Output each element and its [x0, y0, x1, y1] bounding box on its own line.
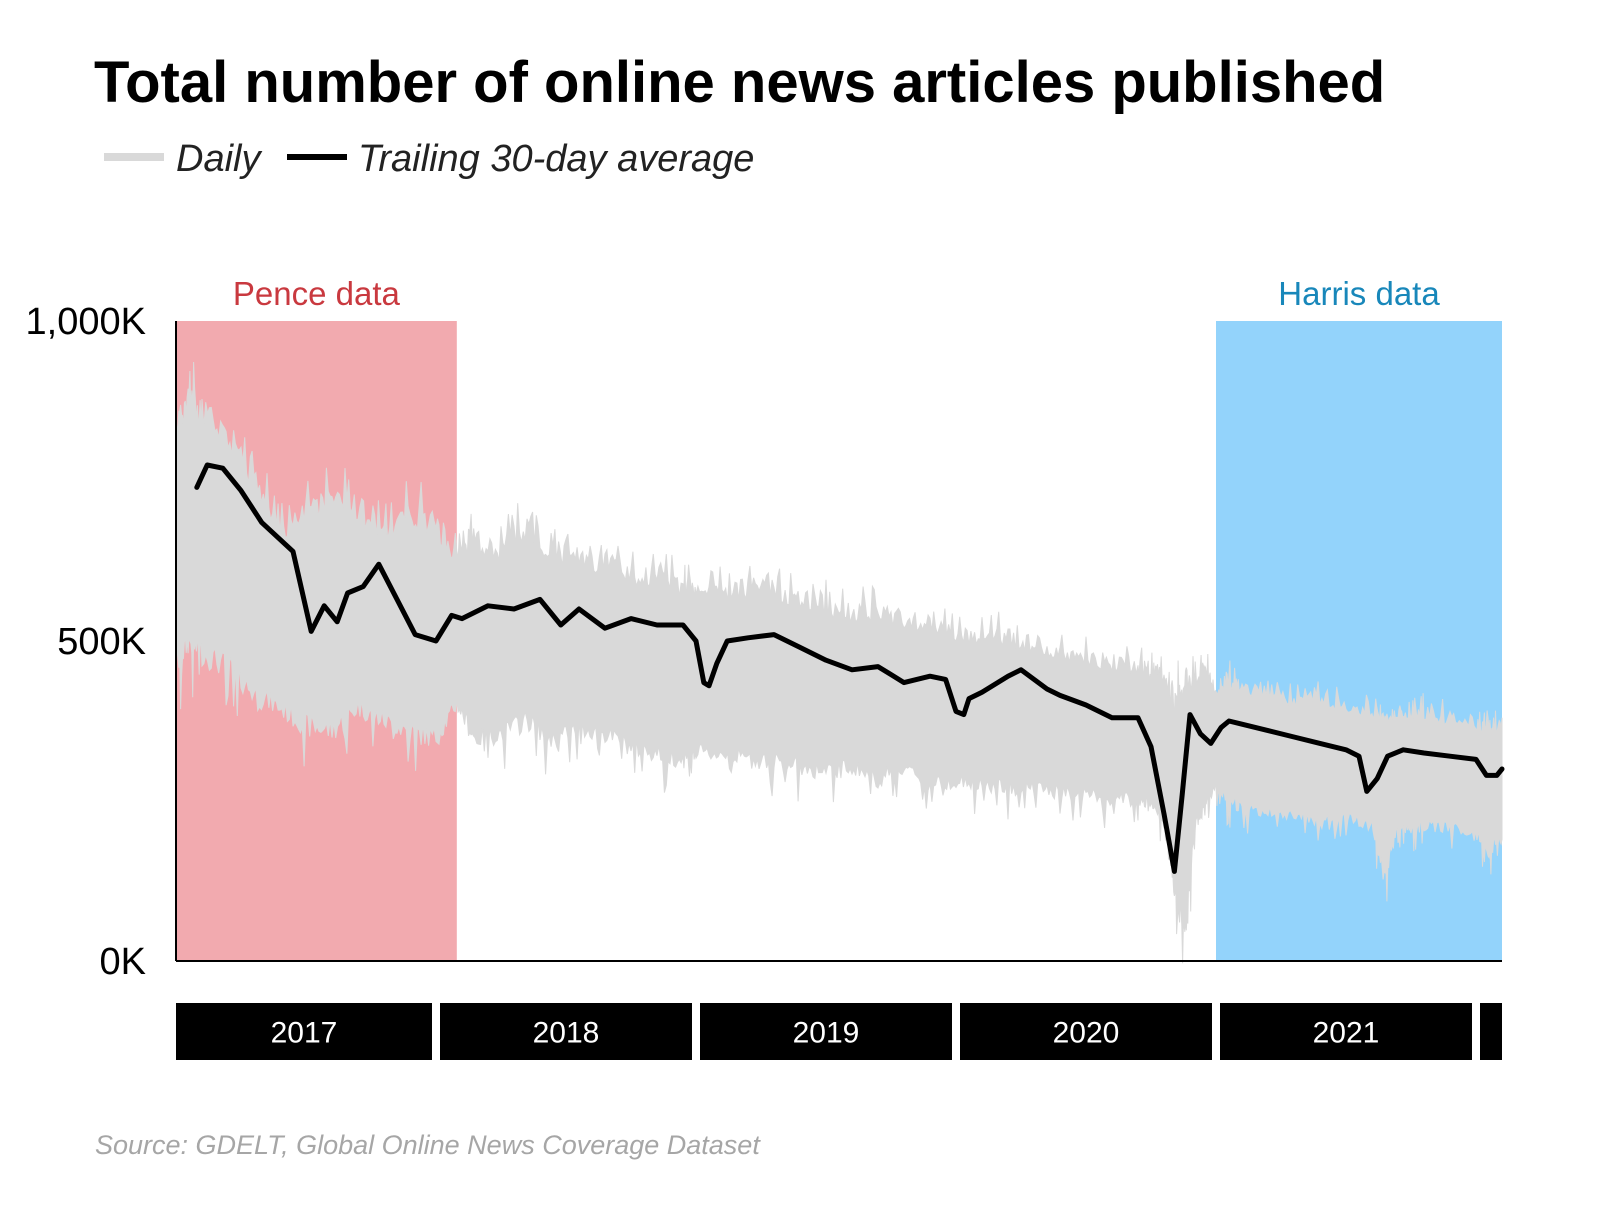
region-label-pence: Pence data	[233, 275, 401, 312]
legend-average-label: Trailing 30-day average	[358, 138, 754, 180]
axes	[175, 321, 1502, 962]
year-label: 2017	[271, 1017, 338, 1050]
y-axis-ticks: 0K 500K 1,000K	[26, 301, 146, 983]
y-tick-label: 0K	[100, 941, 146, 983]
average-line	[194, 462, 1505, 874]
year-block	[700, 1003, 952, 1060]
chart-title: Total number of online news articles pub…	[94, 50, 1385, 115]
year-label: 2019	[793, 1017, 860, 1050]
year-label: 2021	[1313, 1017, 1380, 1050]
x-axis-year-bar: 2017 2018 2019 2020 2021	[176, 1003, 1502, 1060]
year-block	[176, 1003, 432, 1060]
source-note: Source: GDELT, Global Online News Covera…	[95, 1130, 761, 1160]
legend-daily-label: Daily	[176, 138, 262, 180]
y-tick-label: 1,000K	[26, 301, 146, 343]
y-tick-label: 500K	[57, 621, 146, 663]
legend: Daily Trailing 30-day average	[104, 138, 754, 180]
average-series	[194, 462, 1505, 874]
year-label: 2020	[1053, 1017, 1120, 1050]
year-block	[960, 1003, 1212, 1060]
year-block	[1220, 1003, 1472, 1060]
region-label-harris: Harris data	[1278, 275, 1440, 312]
year-block	[1480, 1003, 1502, 1060]
year-block	[440, 1003, 692, 1060]
year-label: 2018	[533, 1017, 600, 1050]
region-harris	[1216, 321, 1502, 961]
